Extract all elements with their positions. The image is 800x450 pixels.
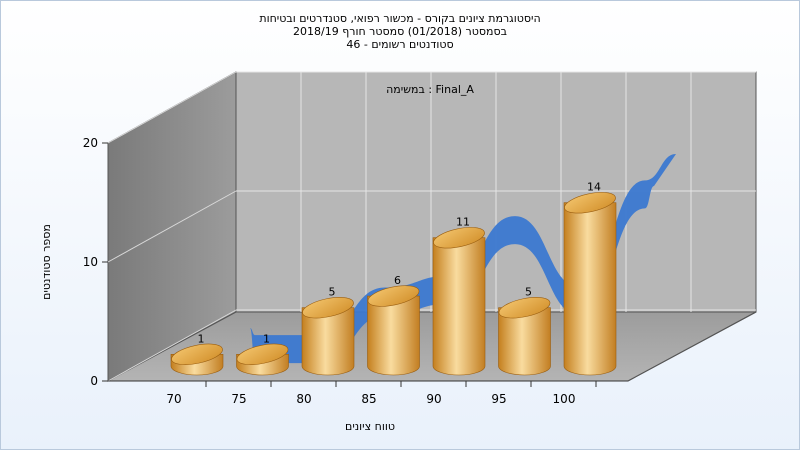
bar-top (236, 343, 289, 365)
x-tick-label: 75 (231, 392, 246, 406)
bar-85 (367, 285, 420, 376)
y-tick-label: 20 (83, 136, 98, 150)
bars (170, 192, 617, 376)
x-tick-label: 95 (491, 392, 506, 406)
bar-70 (170, 343, 224, 376)
chart-title-line-2: בסמסטר (01/2018) סמסטר חורף 2018/19 (293, 25, 507, 38)
value-label: 5 (329, 286, 336, 299)
bar-top (302, 297, 354, 319)
y-tick-label: 0 (90, 374, 98, 388)
bar-75 (236, 343, 289, 376)
x-tick-label: 85 (361, 392, 376, 406)
y-tick-label: 10 (83, 255, 98, 269)
gridline-side (107, 309, 237, 382)
value-label: 14 (587, 181, 601, 194)
bar-top (498, 297, 551, 319)
chart-title-line-1: היסטוגרמת ציונים בקורס - מכשור רפואי, סט… (259, 12, 541, 25)
x-tick-label: 80 (296, 392, 311, 406)
chart-title-line-3: סטודנטים רשומים - 46 (346, 38, 454, 51)
bar-top (564, 192, 616, 214)
bar-100 (563, 192, 617, 376)
y-axis-title: מספר סטודנטים (40, 224, 53, 300)
bar-80 (301, 297, 355, 376)
value-label: 6 (394, 274, 401, 287)
value-label: 1 (263, 332, 270, 345)
task-label: במשימה : Final_A (386, 83, 474, 96)
bar-body (367, 295, 420, 376)
bar-95 (498, 297, 551, 376)
x-tick-label: 70 (166, 392, 181, 406)
value-label: 11 (456, 216, 470, 229)
bar-body (563, 202, 617, 376)
gridline-side (107, 190, 237, 263)
bar-top (433, 227, 485, 249)
bar-top (171, 343, 223, 365)
gridline-side (107, 71, 237, 144)
x-axis-title: טווח ציונים (345, 420, 395, 433)
axes: 0 10 20 70 75 80 85 90 95 100 (83, 136, 628, 406)
value-label: 5 (525, 286, 532, 299)
bar-top (367, 285, 420, 307)
x-tick-label: 100 (553, 392, 576, 406)
bar-90 (432, 227, 486, 376)
bar-body (432, 237, 486, 376)
value-label: 1 (198, 332, 205, 345)
x-tick-label: 90 (426, 392, 441, 406)
bar-body (498, 307, 551, 376)
bar-body (301, 307, 355, 376)
frame-edge-right (627, 311, 757, 382)
